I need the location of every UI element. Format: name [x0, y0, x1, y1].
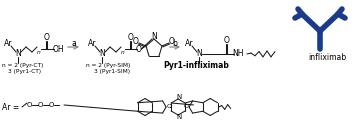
- Text: O: O: [136, 45, 142, 54]
- Text: n: n: [37, 50, 41, 55]
- Text: O: O: [48, 102, 54, 108]
- Text: O: O: [44, 34, 49, 42]
- Text: n: n: [121, 50, 125, 55]
- Text: 3 (Pyr1-SIM): 3 (Pyr1-SIM): [94, 68, 130, 74]
- Text: 3 (Pyr1-CT): 3 (Pyr1-CT): [8, 68, 41, 74]
- Text: a: a: [71, 38, 76, 47]
- Text: NH: NH: [232, 50, 244, 58]
- Text: infliximab: infliximab: [308, 53, 346, 62]
- Text: O: O: [167, 104, 172, 110]
- Text: Ar: Ar: [88, 38, 96, 47]
- Text: O: O: [223, 36, 230, 45]
- Text: N: N: [196, 50, 202, 58]
- Text: N: N: [151, 32, 157, 41]
- Text: n = 2 (Pyr-SIM): n = 2 (Pyr-SIM): [86, 63, 130, 68]
- Text: O: O: [127, 34, 134, 42]
- Text: O: O: [133, 37, 139, 46]
- Text: Ar: Ar: [185, 38, 193, 47]
- Text: N: N: [99, 50, 105, 58]
- Text: N: N: [176, 94, 182, 100]
- Text: n = 2 (Pyr-CT): n = 2 (Pyr-CT): [2, 63, 43, 68]
- Text: N: N: [176, 114, 182, 120]
- Text: b: b: [172, 38, 177, 47]
- Text: O: O: [37, 102, 43, 108]
- Text: O: O: [26, 102, 32, 108]
- Text: O: O: [183, 104, 188, 110]
- Text: Ar =: Ar =: [2, 103, 19, 111]
- Text: O: O: [169, 37, 175, 46]
- Text: Pyr1-infliximab: Pyr1-infliximab: [163, 62, 229, 71]
- Text: OH: OH: [52, 45, 64, 54]
- Text: Ar: Ar: [4, 38, 12, 47]
- Text: N: N: [15, 50, 21, 58]
